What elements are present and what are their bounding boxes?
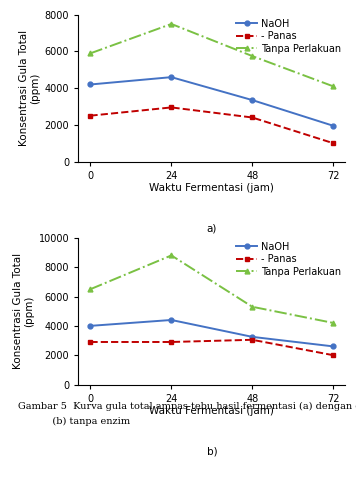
Line: NaOH: NaOH (88, 75, 336, 128)
Tanpa Perlakuan (250, 304, 255, 310)
X-axis label: Waktu Fermentasi (jam): Waktu Fermentasi (jam) (150, 183, 274, 193)
Tanpa Perlakuan (88, 286, 93, 292)
Tanpa Perlakuan (169, 252, 173, 258)
Line: - Panas: - Panas (88, 105, 336, 145)
Y-axis label: Konsentrasi Gula Total
(ppm): Konsentrasi Gula Total (ppm) (19, 30, 41, 146)
Tanpa Perlakuan (331, 83, 335, 89)
NaOH (169, 317, 173, 323)
Line: Tanpa Perlakuan: Tanpa Perlakuan (88, 253, 336, 325)
Text: (b) tanpa enzim: (b) tanpa enzim (18, 417, 130, 426)
Text: a): a) (206, 223, 217, 233)
- Panas (250, 114, 255, 120)
NaOH (331, 344, 335, 350)
- Panas (169, 105, 173, 110)
Legend: NaOH, - Panas, Tanpa Perlakuan: NaOH, - Panas, Tanpa Perlakuan (235, 18, 342, 55)
- Panas (331, 140, 335, 146)
NaOH (250, 97, 255, 103)
Text: b): b) (206, 446, 217, 456)
Text: Gambar 5  Kurva gula total ampas tebu hasil fermentasi (a) dengan enzi: Gambar 5 Kurva gula total ampas tebu has… (18, 402, 356, 411)
- Panas (169, 339, 173, 345)
Legend: NaOH, - Panas, Tanpa Perlakuan: NaOH, - Panas, Tanpa Perlakuan (235, 241, 342, 278)
NaOH (331, 123, 335, 129)
NaOH (88, 81, 93, 87)
NaOH (169, 74, 173, 80)
Tanpa Perlakuan (331, 320, 335, 326)
- Panas (88, 339, 93, 345)
NaOH (88, 323, 93, 329)
Line: NaOH: NaOH (88, 317, 336, 349)
- Panas (331, 352, 335, 358)
Tanpa Perlakuan (88, 50, 93, 56)
- Panas (250, 337, 255, 343)
Tanpa Perlakuan (169, 21, 173, 27)
NaOH (250, 334, 255, 340)
Line: - Panas: - Panas (88, 337, 336, 357)
Line: Tanpa Perlakuan: Tanpa Perlakuan (88, 22, 336, 89)
Tanpa Perlakuan (250, 53, 255, 59)
Y-axis label: Konsentrasi Gula Total
(ppm): Konsentrasi Gula Total (ppm) (13, 253, 35, 369)
X-axis label: Waktu Fermentasi (jam): Waktu Fermentasi (jam) (150, 406, 274, 417)
- Panas (88, 113, 93, 119)
